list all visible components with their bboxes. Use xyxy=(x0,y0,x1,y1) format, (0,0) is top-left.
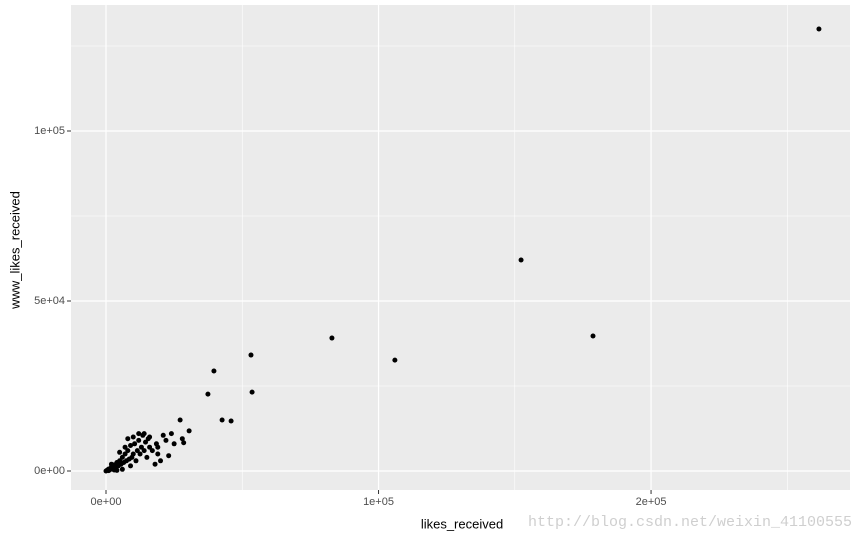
point xyxy=(147,444,153,450)
y-tick-label: 5e+04 xyxy=(34,295,65,307)
point xyxy=(137,451,143,457)
point xyxy=(249,389,255,395)
point xyxy=(141,431,147,437)
point xyxy=(171,441,177,447)
point xyxy=(166,453,172,459)
point xyxy=(163,437,169,443)
point xyxy=(160,432,166,438)
point xyxy=(143,439,149,445)
point xyxy=(329,335,335,341)
point xyxy=(141,448,147,454)
point xyxy=(136,437,142,443)
point xyxy=(122,444,128,450)
point xyxy=(155,444,161,450)
point xyxy=(111,467,117,473)
point xyxy=(149,448,155,454)
point xyxy=(117,449,123,455)
point xyxy=(130,451,136,457)
point xyxy=(130,434,136,440)
watermark: http://blog.csdn.net/weixin_41100555 xyxy=(528,514,852,531)
point xyxy=(138,444,144,450)
x-tick-label: 0e+00 xyxy=(91,496,122,508)
y-tick-label: 1e+05 xyxy=(34,125,65,137)
point xyxy=(147,434,153,440)
point xyxy=(152,461,158,467)
point xyxy=(108,461,114,467)
x-axis-title: likes_received xyxy=(421,516,503,531)
x-tick-label: 1e+05 xyxy=(363,496,394,508)
point xyxy=(119,454,125,460)
point xyxy=(134,448,140,454)
point xyxy=(132,441,138,447)
point xyxy=(144,454,150,460)
point xyxy=(158,458,164,464)
y-axis-title: www_likes_received xyxy=(7,191,22,310)
point xyxy=(122,451,128,457)
point xyxy=(392,357,398,363)
point xyxy=(119,466,125,472)
point xyxy=(518,257,524,263)
point xyxy=(128,463,134,469)
point xyxy=(590,333,596,339)
point xyxy=(177,417,183,423)
point xyxy=(179,436,185,442)
point xyxy=(168,431,174,437)
point xyxy=(186,428,192,434)
point xyxy=(155,451,161,457)
point xyxy=(211,368,217,374)
point xyxy=(106,468,112,474)
point xyxy=(248,352,254,358)
point xyxy=(219,417,225,423)
point xyxy=(125,448,131,454)
y-tick-label: 0e+00 xyxy=(34,465,65,477)
point xyxy=(205,391,211,397)
point xyxy=(128,443,134,449)
point xyxy=(125,436,131,442)
point xyxy=(181,440,187,446)
point xyxy=(136,431,142,437)
point xyxy=(228,418,234,424)
x-tick-label: 2e+05 xyxy=(636,496,667,508)
panel xyxy=(71,5,850,490)
point xyxy=(133,458,139,464)
point xyxy=(816,26,822,32)
